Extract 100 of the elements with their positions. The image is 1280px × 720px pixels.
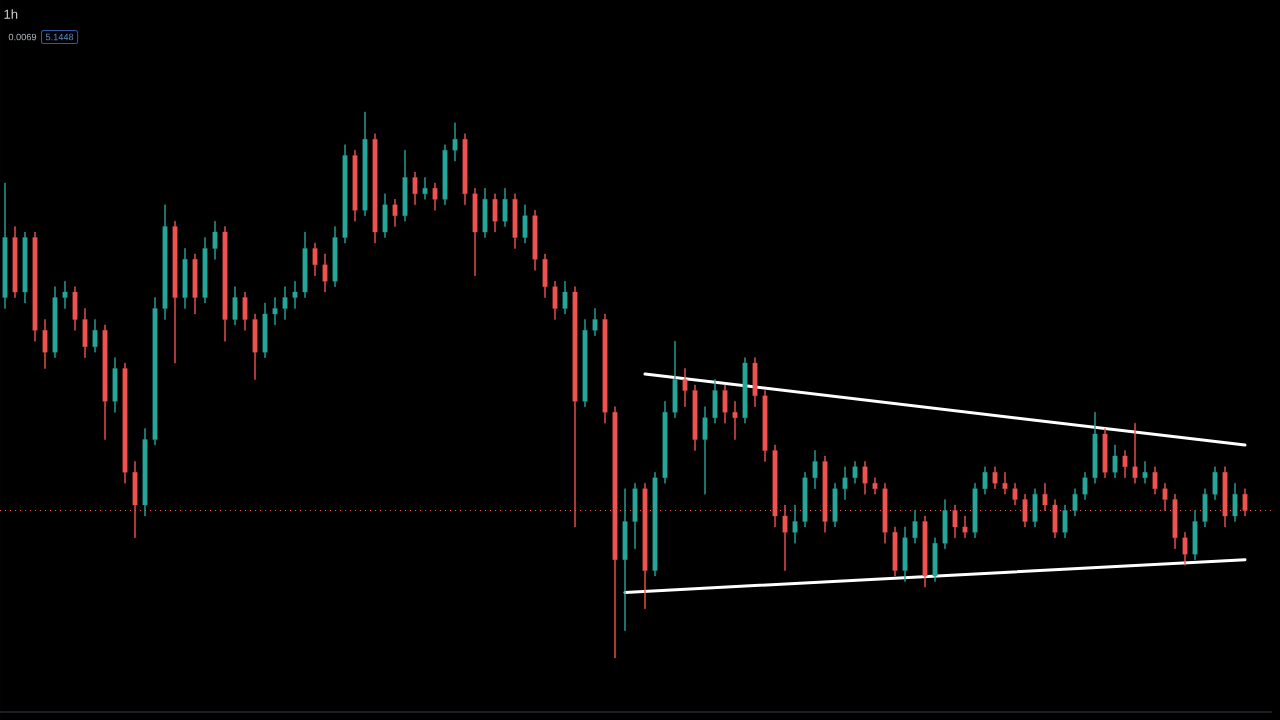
candlestick [762,390,768,462]
candlestick [732,401,738,440]
candlestick [772,444,778,528]
candlestick [92,319,98,353]
candlestick [512,193,518,249]
candlestick [1062,504,1068,539]
candlestick [552,281,558,320]
candlestick [32,231,38,342]
candlestick [172,220,178,364]
candlestick [852,461,858,484]
candlestick [812,450,818,489]
candlestick [72,286,78,331]
candlestick [142,428,148,517]
candlestick [42,319,48,369]
candlestick [872,477,878,495]
candlestick [912,510,918,544]
candlestick [992,466,998,489]
candlestick [842,466,848,500]
candlestick [12,226,18,298]
candlestick [482,188,488,238]
candlestick [1072,488,1078,517]
candlestick [292,281,298,309]
chart-title: 1h [4,9,18,19]
candlestick [832,483,838,528]
candlestick [192,253,198,315]
candlestick [942,499,948,549]
candlestick [452,122,458,162]
candlestick [742,357,748,424]
candlestick [1142,461,1148,484]
candlestick [1032,488,1038,528]
candlestick [542,253,548,298]
candlestick [652,472,658,577]
candlestick [982,466,988,495]
candlestick [392,199,398,227]
candlestick [712,379,718,424]
candlestick [972,483,978,539]
candlestick [802,472,808,528]
text: 5.1448 [45,33,74,41]
candlestick [102,324,108,440]
candlestick [1202,488,1208,528]
candlestick [1152,466,1158,495]
candlestick [922,515,928,588]
candlestick [2,182,8,309]
candlestick [662,401,668,484]
candlestick [672,341,678,418]
candlestick [342,144,348,244]
candlestick [1112,444,1118,478]
candlestick [582,319,588,407]
candlestick [932,537,938,582]
candlestick [402,149,408,222]
candlestick [702,406,708,495]
candlestick [962,515,968,539]
candlestick [522,204,528,244]
candlestick [862,461,868,495]
candlestick [572,286,578,528]
candlestick [562,281,568,315]
candlestick [152,297,158,446]
candlestick [432,182,438,211]
candlestick [532,210,538,271]
candlestick [1002,472,1008,495]
candlestick [272,297,278,326]
candlestick [262,302,268,358]
candlestick [212,220,218,260]
candlestick [472,188,478,276]
candlestick [722,384,728,424]
candlestick [302,231,308,298]
candlestick [52,286,58,358]
candlestick [902,526,908,582]
candlestick [182,248,188,309]
candlestick [112,357,118,413]
candlestick [202,237,208,304]
candlestick [412,171,418,205]
candlestick [122,362,128,484]
candlestick [1092,412,1098,484]
candlestick [162,204,168,320]
candlestick [462,133,468,205]
candlestick [1012,483,1018,506]
candlestick [1132,422,1138,484]
candlestick [492,193,498,233]
candlestick [622,488,628,631]
candlestick [312,242,318,276]
candlestick [602,313,608,424]
candlestick [892,526,898,577]
candlestick [502,188,508,227]
candlestick [442,144,448,205]
candlestick [282,286,288,320]
candlestick [82,308,88,358]
candlestick [22,231,28,304]
candlestick [252,313,258,380]
candlestick [792,504,798,544]
candlestick [1232,483,1238,522]
candlestick [352,149,358,222]
candlestick [1192,510,1198,560]
candlestick [1102,428,1108,478]
candlestick [682,368,688,407]
candlestick [242,291,248,331]
candlestick [592,308,598,336]
candlestick [362,111,368,216]
candlestick [632,483,638,549]
candlestick [372,133,378,244]
